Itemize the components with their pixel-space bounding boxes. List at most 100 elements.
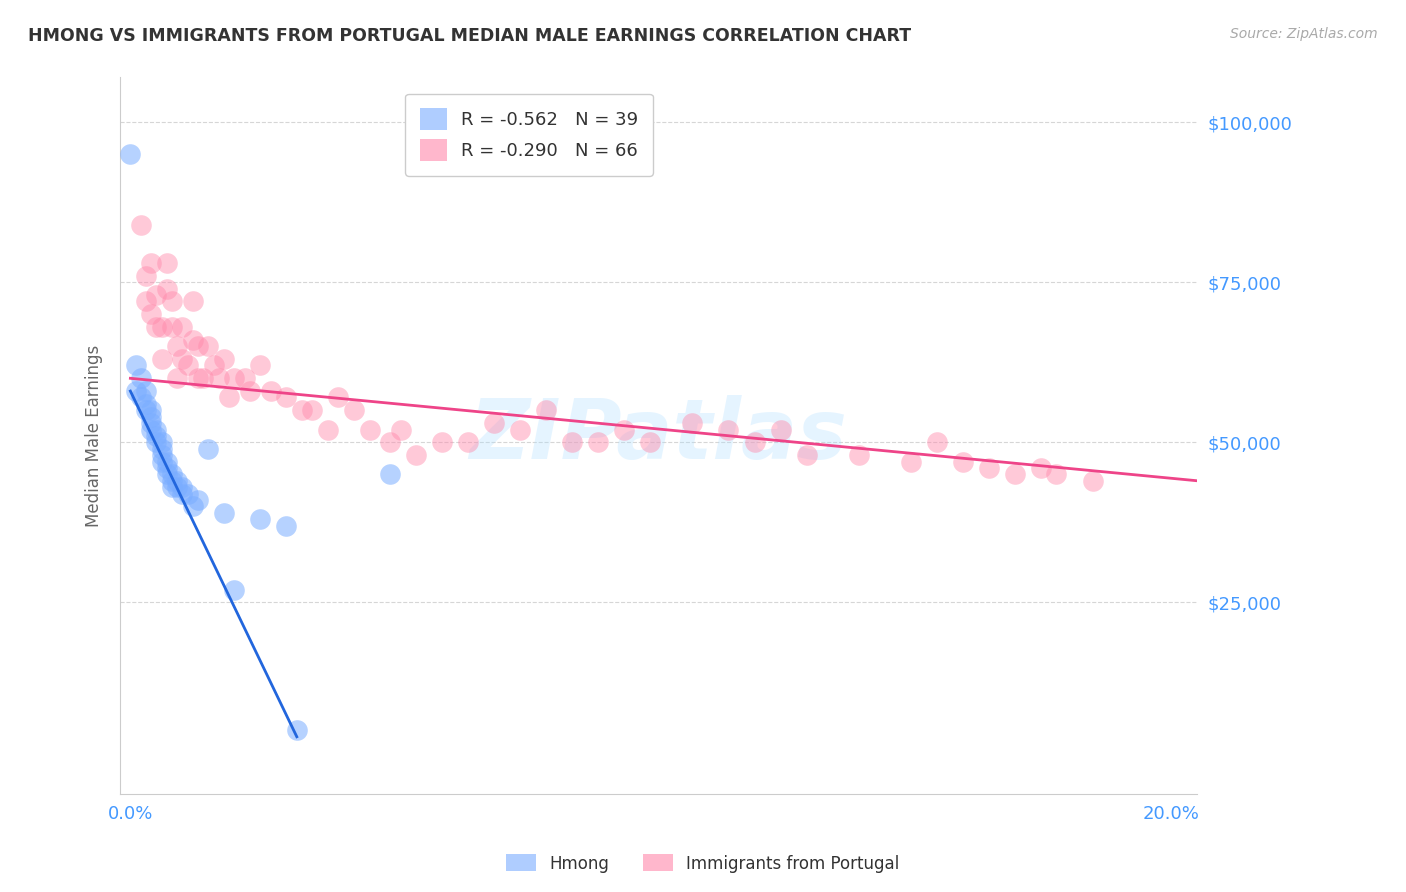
- Point: [1081, 474, 1104, 488]
- Text: Source: ZipAtlas.com: Source: ZipAtlas.com: [1230, 27, 1378, 41]
- Point: [135, 268, 157, 283]
- Point: [218, 391, 240, 405]
- Point: [145, 320, 167, 334]
- Point: [135, 397, 157, 411]
- Point: [212, 506, 235, 520]
- Point: [249, 512, 271, 526]
- Point: [160, 320, 183, 334]
- Point: [328, 391, 350, 405]
- Point: [285, 723, 308, 738]
- Point: [172, 352, 194, 367]
- Point: [150, 448, 173, 462]
- Point: [156, 461, 179, 475]
- Point: [900, 454, 922, 468]
- Point: [176, 359, 198, 373]
- Point: [640, 435, 662, 450]
- Point: [796, 448, 818, 462]
- Point: [141, 403, 163, 417]
- Point: [156, 282, 179, 296]
- Point: [588, 435, 610, 450]
- Point: [150, 320, 173, 334]
- Point: [848, 448, 870, 462]
- Point: [166, 371, 188, 385]
- Point: [129, 371, 152, 385]
- Point: [156, 256, 179, 270]
- Point: [129, 218, 152, 232]
- Legend: Hmong, Immigrants from Portugal: Hmong, Immigrants from Portugal: [499, 847, 907, 880]
- Point: [150, 435, 173, 450]
- Point: [509, 423, 531, 437]
- Point: [952, 454, 974, 468]
- Point: [135, 294, 157, 309]
- Point: [359, 423, 381, 437]
- Point: [135, 403, 157, 417]
- Point: [150, 352, 173, 367]
- Point: [124, 359, 146, 373]
- Point: [276, 518, 298, 533]
- Point: [744, 435, 766, 450]
- Point: [145, 423, 167, 437]
- Point: [193, 371, 215, 385]
- Point: [1004, 467, 1026, 482]
- Point: [172, 320, 194, 334]
- Point: [405, 448, 427, 462]
- Point: [120, 147, 142, 161]
- Point: [181, 333, 204, 347]
- Point: [276, 391, 298, 405]
- Point: [160, 474, 183, 488]
- Point: [457, 435, 479, 450]
- Point: [380, 435, 402, 450]
- Point: [172, 486, 194, 500]
- Point: [291, 403, 314, 417]
- Point: [561, 435, 583, 450]
- Point: [166, 480, 188, 494]
- Point: [145, 435, 167, 450]
- Point: [141, 256, 163, 270]
- Point: [1045, 467, 1067, 482]
- Point: [187, 371, 209, 385]
- Legend: R = -0.562   N = 39, R = -0.290   N = 66: R = -0.562 N = 39, R = -0.290 N = 66: [405, 94, 652, 176]
- Point: [166, 339, 188, 353]
- Point: [141, 423, 163, 437]
- Point: [141, 416, 163, 430]
- Point: [224, 371, 246, 385]
- Text: HMONG VS IMMIGRANTS FROM PORTUGAL MEDIAN MALE EARNINGS CORRELATION CHART: HMONG VS IMMIGRANTS FROM PORTUGAL MEDIAN…: [28, 27, 911, 45]
- Point: [717, 423, 740, 437]
- Point: [197, 339, 219, 353]
- Point: [156, 454, 179, 468]
- Point: [150, 442, 173, 456]
- Point: [343, 403, 366, 417]
- Point: [432, 435, 454, 450]
- Point: [316, 423, 339, 437]
- Point: [260, 384, 283, 398]
- Point: [166, 474, 188, 488]
- Point: [389, 423, 412, 437]
- Point: [129, 391, 152, 405]
- Point: [1029, 461, 1052, 475]
- Point: [681, 416, 703, 430]
- Point: [925, 435, 948, 450]
- Point: [156, 467, 179, 482]
- Y-axis label: Median Male Earnings: Median Male Earnings: [86, 345, 103, 527]
- Point: [181, 500, 204, 514]
- Point: [536, 403, 558, 417]
- Point: [202, 359, 225, 373]
- Text: ZIPatlas: ZIPatlas: [470, 395, 848, 476]
- Point: [301, 403, 323, 417]
- Point: [181, 294, 204, 309]
- Point: [145, 429, 167, 443]
- Point: [124, 384, 146, 398]
- Point: [160, 294, 183, 309]
- Point: [197, 442, 219, 456]
- Point: [613, 423, 636, 437]
- Point: [224, 582, 246, 597]
- Point: [141, 409, 163, 424]
- Point: [212, 352, 235, 367]
- Point: [145, 288, 167, 302]
- Point: [977, 461, 1000, 475]
- Point: [141, 307, 163, 321]
- Point: [769, 423, 792, 437]
- Point: [172, 480, 194, 494]
- Point: [150, 454, 173, 468]
- Point: [187, 492, 209, 507]
